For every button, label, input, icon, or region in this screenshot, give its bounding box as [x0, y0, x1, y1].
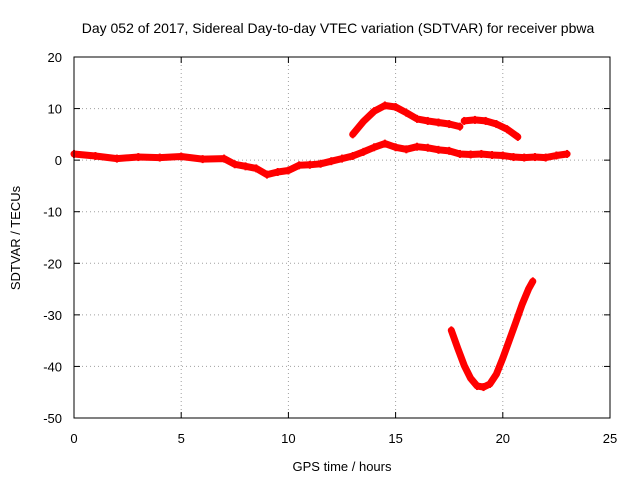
grid-layer — [74, 57, 610, 418]
tick-layer: 0 5 10 15 20 25 20 10 0 -10 -20 -30 -40 -50 — [43, 50, 617, 446]
plot-frame — [73, 56, 611, 419]
y-tick-label: 20 — [48, 50, 62, 65]
x-tick-label: 15 — [388, 431, 402, 446]
x-tick-label: 25 — [603, 431, 617, 446]
y-tick-label: -20 — [43, 256, 62, 271]
y-tick-label: -50 — [43, 411, 62, 426]
series-line-arc-b — [460, 116, 522, 141]
y-tick-label: 0 — [55, 153, 62, 168]
series-line-main-track — [70, 140, 571, 179]
series-layer — [70, 101, 571, 392]
chart-title: Day 052 of 2017, Sidereal Day-to-day VTE… — [82, 20, 595, 36]
x-tick-label: 5 — [178, 431, 185, 446]
x-axis-label: GPS time / hours — [293, 459, 392, 474]
y-tick-label: -40 — [43, 359, 62, 374]
x-tick-label: 20 — [496, 431, 510, 446]
series-line-dip — [447, 277, 537, 391]
y-tick-label: -10 — [43, 205, 62, 220]
y-axis-label: SDTVAR / TECUs — [8, 185, 23, 290]
x-tick-label: 10 — [281, 431, 295, 446]
x-tick-label: 0 — [70, 431, 77, 446]
y-tick-label: -30 — [43, 308, 62, 323]
y-tick-label: 10 — [48, 102, 62, 117]
